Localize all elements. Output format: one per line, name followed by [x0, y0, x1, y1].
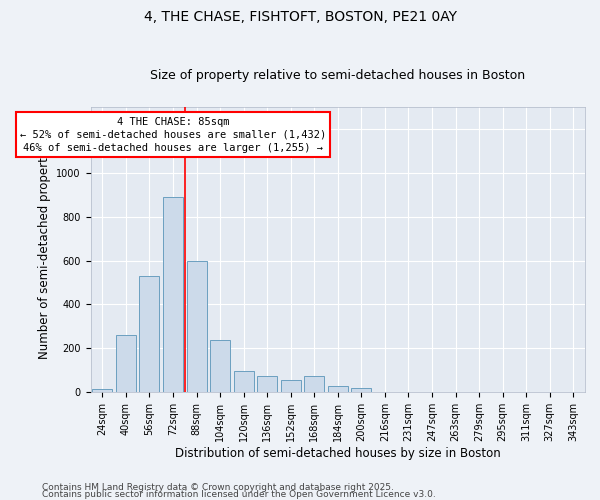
Bar — [210, 340, 230, 392]
Text: 4, THE CHASE, FISHTOFT, BOSTON, PE21 0AY: 4, THE CHASE, FISHTOFT, BOSTON, PE21 0AY — [143, 10, 457, 24]
Text: Contains public sector information licensed under the Open Government Licence v3: Contains public sector information licen… — [42, 490, 436, 499]
X-axis label: Distribution of semi-detached houses by size in Boston: Distribution of semi-detached houses by … — [175, 447, 500, 460]
Y-axis label: Number of semi-detached properties: Number of semi-detached properties — [38, 140, 51, 359]
Bar — [139, 276, 160, 392]
Bar — [116, 335, 136, 392]
Text: Contains HM Land Registry data © Crown copyright and database right 2025.: Contains HM Land Registry data © Crown c… — [42, 484, 394, 492]
Bar — [281, 380, 301, 392]
Text: 4 THE CHASE: 85sqm
← 52% of semi-detached houses are smaller (1,432)
46% of semi: 4 THE CHASE: 85sqm ← 52% of semi-detache… — [20, 116, 326, 153]
Bar — [233, 372, 254, 392]
Bar — [92, 389, 112, 392]
Bar — [304, 376, 324, 392]
Bar — [352, 388, 371, 392]
Title: Size of property relative to semi-detached houses in Boston: Size of property relative to semi-detach… — [150, 69, 526, 82]
Bar — [163, 197, 183, 392]
Bar — [187, 260, 206, 392]
Bar — [257, 376, 277, 392]
Bar — [328, 386, 348, 392]
